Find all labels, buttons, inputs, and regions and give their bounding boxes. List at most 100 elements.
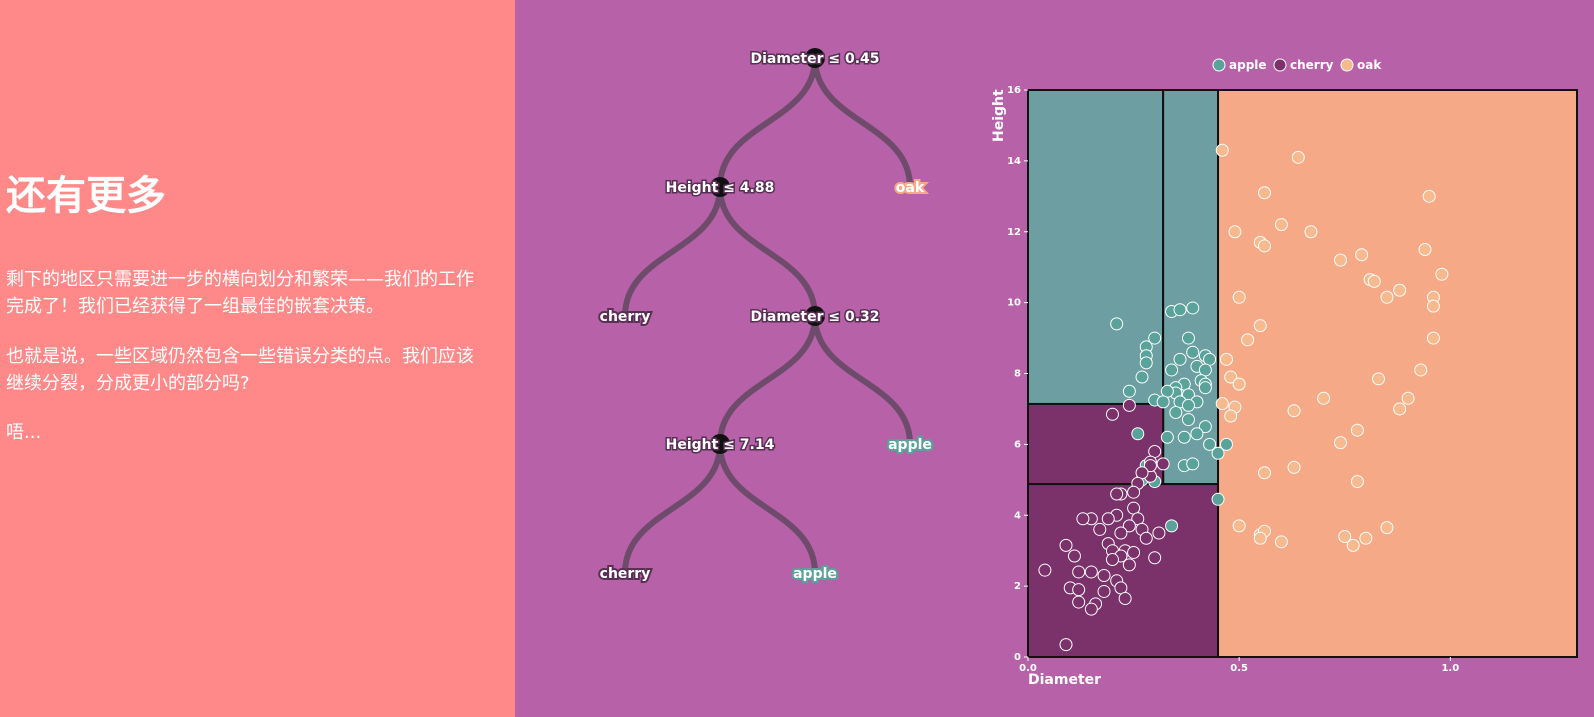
data-point-oak <box>1435 267 1449 281</box>
tree-split-node: Diameter ≤ 0.45 <box>749 48 881 69</box>
data-point-apple <box>1219 437 1233 451</box>
data-point-apple <box>1181 413 1195 427</box>
tree-split-node: Height ≤ 4.88 <box>664 177 776 198</box>
region-cherry <box>1027 483 1220 658</box>
tree-leaf-node: oak <box>894 178 927 198</box>
tree-link <box>812 55 913 190</box>
tree-link <box>717 313 818 447</box>
x-axis-label: Diameter <box>1028 672 1101 688</box>
y-tick-label: 12 <box>1007 227 1021 238</box>
legend-label: apple <box>1229 58 1267 72</box>
story-panel: 还有更多 剩下的地区只需要进一步的横向划分和繁荣——我们的工作完成了！我们已经获… <box>0 0 515 717</box>
data-point-apple <box>1198 420 1212 434</box>
data-point-cherry <box>1127 485 1141 499</box>
data-point-oak <box>1291 150 1305 164</box>
data-point-apple <box>1110 317 1124 331</box>
data-point-cherry <box>1067 549 1081 563</box>
legend-swatch <box>1212 58 1226 72</box>
y-tick-label: 16 <box>1007 85 1021 96</box>
legend-swatch <box>1340 58 1354 72</box>
data-point-oak <box>1232 290 1246 304</box>
y-tick-label: 8 <box>1014 369 1021 380</box>
data-point-oak <box>1367 274 1381 288</box>
data-point-oak <box>1287 460 1301 474</box>
data-point-oak <box>1317 391 1331 405</box>
data-point-oak <box>1401 391 1415 405</box>
data-point-oak <box>1426 331 1440 345</box>
data-point-cherry <box>1127 545 1141 559</box>
decision-tree: Diameter ≤ 0.45 Height ≤ 4.88 oak cherry Dia… <box>598 48 934 584</box>
data-point-apple <box>1186 301 1200 315</box>
data-point-apple <box>1165 519 1179 533</box>
legend-label: cherry <box>1290 58 1334 72</box>
data-point-oak <box>1393 402 1407 416</box>
data-point-cherry <box>1072 565 1086 579</box>
data-point-oak <box>1426 299 1440 313</box>
legend: apple cherry oak <box>1212 58 1382 72</box>
y-tick-label: 10 <box>1007 298 1021 309</box>
y-tick-label: 14 <box>1007 156 1021 167</box>
tree-link <box>622 441 723 576</box>
section-title: 还有更多 <box>6 173 166 219</box>
tree-leaf-node: cherry <box>598 564 653 584</box>
scatter-chart: 0.0 0.5 1.0 0 2 4 6 8 10 12 14 16 Diameter Height appl… <box>991 58 1578 688</box>
tree-leaf-node: apple <box>886 435 934 455</box>
y-axis-label: Height <box>991 89 1007 142</box>
y-tick-label: 2 <box>1014 581 1021 592</box>
data-point-oak <box>1422 189 1436 203</box>
data-point-cherry <box>1097 584 1111 598</box>
leaf-node-label: oak <box>896 180 925 196</box>
data-point-apple <box>1211 492 1225 506</box>
data-point-oak <box>1350 475 1364 489</box>
tree-link <box>717 55 818 190</box>
data-point-oak <box>1219 352 1233 366</box>
data-point-cherry <box>1097 568 1111 582</box>
data-point-cherry <box>1072 595 1086 609</box>
data-point-cherry <box>1084 565 1098 579</box>
data-point-apple <box>1169 405 1183 419</box>
x-tick-label: 0.5 <box>1230 663 1248 674</box>
data-point-cherry <box>1148 551 1162 565</box>
data-point-oak <box>1414 363 1428 377</box>
split-node-marker <box>805 48 825 68</box>
data-point-apple <box>1211 446 1225 460</box>
paragraph-2: 也就是说，一些区域仍然包含一些错误分类的点。我们应该继续分裂，分成更小的部分吗? <box>6 346 474 394</box>
legend-item-cherry: cherry <box>1273 58 1334 72</box>
tree-leaf-node: apple <box>791 564 839 584</box>
data-point-oak <box>1359 531 1373 545</box>
tree-split-node: Height ≤ 7.14 <box>664 434 776 455</box>
data-point-cherry <box>1156 457 1170 471</box>
x-tick-label: 1.0 <box>1441 663 1459 674</box>
data-point-apple <box>1186 345 1200 359</box>
leaf-node-label: cherry <box>600 566 651 582</box>
data-point-apple <box>1181 398 1195 412</box>
split-node-label: Diameter ≤ 0.45 <box>750 51 879 67</box>
data-point-cherry <box>1076 512 1090 526</box>
split-node-marker <box>710 434 730 454</box>
data-point-oak <box>1334 436 1348 450</box>
tree-link <box>622 184 723 319</box>
data-point-oak <box>1338 530 1352 544</box>
region-oak <box>1217 89 1578 658</box>
data-point-cherry <box>1101 512 1115 526</box>
data-point-oak <box>1241 333 1255 347</box>
data-point-oak <box>1355 248 1369 262</box>
data-point-oak <box>1215 143 1229 157</box>
legend-swatch <box>1273 58 1287 72</box>
split-node-marker <box>805 306 825 326</box>
data-point-oak <box>1224 370 1238 384</box>
decision-regions <box>1027 89 1578 658</box>
data-point-apple <box>1190 427 1204 441</box>
data-point-oak <box>1418 242 1432 256</box>
data-point-oak <box>1274 218 1288 232</box>
data-point-oak <box>1232 377 1246 391</box>
data-point-cherry <box>1093 522 1107 536</box>
data-point-cherry <box>1038 563 1052 577</box>
data-point-oak <box>1350 423 1364 437</box>
data-point-apple <box>1148 331 1162 345</box>
data-point-oak <box>1224 409 1238 423</box>
legend-item-apple: apple <box>1212 58 1267 72</box>
data-point-oak <box>1287 404 1301 418</box>
data-point-cherry <box>1072 583 1086 597</box>
data-point-apple <box>1173 303 1187 317</box>
